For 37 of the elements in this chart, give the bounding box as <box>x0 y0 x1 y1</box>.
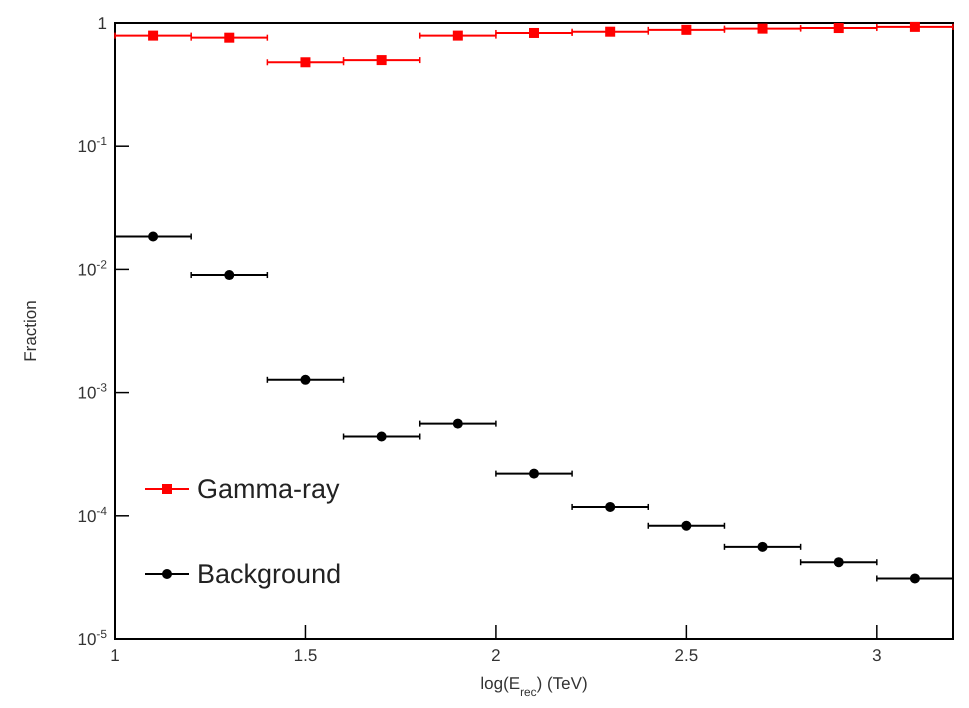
point <box>758 24 768 34</box>
legend-label: Background <box>197 559 342 589</box>
y-tick-label: 10$^{-4}$ <box>78 504 108 526</box>
point <box>605 502 616 512</box>
y-axis-title: Fraction <box>21 300 40 362</box>
point <box>758 542 768 552</box>
point <box>529 28 539 38</box>
x-tick-label: 1 <box>110 646 120 665</box>
point <box>148 30 158 41</box>
y-tick-label: 10$^{-3}$ <box>78 380 108 403</box>
y-tick-label: 10$^{-5}$ <box>78 627 108 649</box>
point <box>376 432 387 442</box>
legend-label: Gamma-ray <box>197 474 340 504</box>
point <box>910 573 920 584</box>
point <box>834 23 844 34</box>
x-tick-label: 2.5 <box>674 646 698 665</box>
point <box>300 374 310 385</box>
point <box>834 557 844 568</box>
point <box>605 26 616 37</box>
y-tick-label: 1 <box>98 14 107 33</box>
y-tick-label: 10$^{-1}$ <box>78 134 108 156</box>
point <box>529 468 539 479</box>
point <box>148 231 158 242</box>
x-tick-label: 3 <box>872 646 882 665</box>
point <box>452 30 463 41</box>
point <box>681 24 692 35</box>
x-tick-label: 1.5 <box>294 646 318 665</box>
point <box>300 57 310 68</box>
point <box>376 55 387 66</box>
x-axis-title: log(E$_{rec}$) (TeV) <box>480 674 588 699</box>
point <box>452 418 463 429</box>
y-tick-label: 10$^{-2}$ <box>78 257 108 280</box>
point <box>681 520 692 531</box>
point <box>224 32 234 43</box>
x-tick-label: 2 <box>491 646 501 665</box>
point <box>224 270 234 280</box>
point <box>910 22 920 32</box>
